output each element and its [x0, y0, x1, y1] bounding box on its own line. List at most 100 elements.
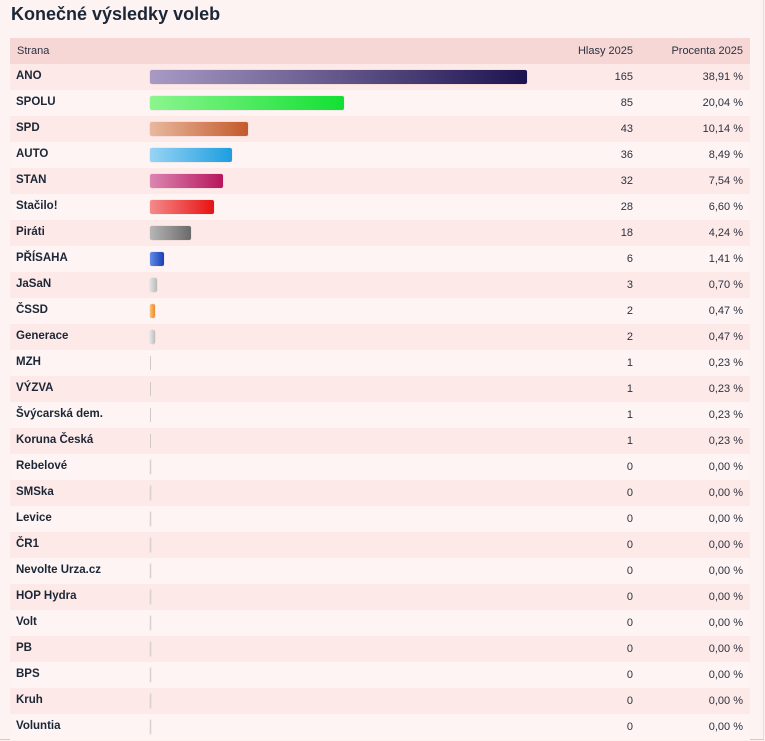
party-name: SPD: [16, 122, 40, 134]
vote-bar: [150, 590, 151, 604]
bar-track: [150, 564, 550, 578]
party-name: Piráti: [16, 226, 45, 238]
vote-percent: 0,23 %: [708, 409, 743, 421]
table-row: PB 0 0,00 %: [10, 636, 750, 662]
vote-percent: 0,23 %: [708, 357, 743, 369]
vote-bar: [150, 174, 223, 188]
table-row: Generace 2 0,47 %: [10, 324, 750, 350]
party-name: Koruna Česká: [16, 434, 94, 446]
column-header-votes: Hlasy 2025: [577, 45, 633, 57]
vote-count: 28: [620, 201, 633, 213]
bar-track: [150, 148, 550, 162]
bar-track: [150, 616, 550, 630]
vote-bar: [150, 96, 344, 110]
bar-track: [150, 304, 550, 318]
table-row: Stačilo! 28 6,60 %: [10, 194, 750, 220]
bar-track: [150, 642, 550, 656]
bar-track: [150, 200, 550, 214]
party-name: Kruh: [16, 694, 43, 706]
vote-percent: 1,41 %: [708, 253, 743, 265]
table-row: Švýcarská dem. 1 0,23 %: [10, 402, 750, 428]
vote-percent: 20,04 %: [702, 97, 743, 109]
vote-bar: [150, 304, 155, 318]
party-name: HOP Hydra: [16, 590, 77, 602]
table-row: Koruna Česká 1 0,23 %: [10, 428, 750, 454]
vote-bar: [150, 330, 155, 344]
bar-track: [150, 434, 550, 448]
party-name: BPS: [16, 668, 40, 680]
party-name: JaSaN: [16, 278, 52, 290]
bar-track: [150, 252, 550, 266]
table-row: Voluntia 0 0,00 %: [10, 714, 750, 740]
vote-count: 2: [626, 331, 633, 343]
vote-bar: [150, 278, 157, 292]
vote-count: 0: [626, 513, 633, 525]
vote-bar: [150, 408, 151, 422]
table-row: BPS 0 0,00 %: [10, 662, 750, 688]
table-row: HOP Hydra 0 0,00 %: [10, 584, 750, 610]
vote-percent: 6,60 %: [708, 201, 743, 213]
bar-track: [150, 590, 550, 604]
party-name: ČSSD: [16, 304, 48, 316]
table-header: Strana Hlasy 2025 Procenta 2025: [10, 38, 750, 64]
vote-percent: 0,00 %: [708, 539, 743, 551]
party-name: PB: [16, 642, 32, 654]
table-row: SPD 43 10,14 %: [10, 116, 750, 142]
vote-bar: [150, 148, 232, 162]
party-name: PŘÍSAHA: [16, 252, 68, 264]
vote-count: 0: [626, 565, 633, 577]
party-name: Voluntia: [16, 720, 61, 732]
bar-track: [150, 122, 550, 136]
vote-percent: 0,70 %: [708, 279, 743, 291]
party-name: Generace: [16, 330, 69, 342]
vote-count: 0: [626, 643, 633, 655]
table-row: ČR1 0 0,00 %: [10, 532, 750, 558]
table-row: ANO 165 38,91 %: [10, 64, 750, 90]
vote-percent: 0,00 %: [708, 591, 743, 603]
vote-bar: [150, 460, 151, 474]
bar-track: [150, 512, 550, 526]
vote-bar: [150, 486, 151, 500]
table-row: Volt 0 0,00 %: [10, 610, 750, 636]
vote-count: 85: [620, 97, 633, 109]
bar-track: [150, 278, 550, 292]
bar-track: [150, 668, 550, 682]
vote-percent: 8,49 %: [708, 149, 743, 161]
vote-bar: [150, 512, 151, 526]
vote-percent: 0,00 %: [708, 721, 743, 733]
table-row: SPOLU 85 20,04 %: [10, 90, 750, 116]
party-name: VÝZVA: [16, 382, 54, 394]
vote-count: 1: [626, 435, 633, 447]
vote-percent: 0,00 %: [708, 513, 743, 525]
vote-percent: 0,00 %: [708, 487, 743, 499]
bar-track: [150, 486, 550, 500]
bar-track: [150, 70, 550, 84]
table-row: Piráti 18 4,24 %: [10, 220, 750, 246]
vote-bar: [150, 434, 151, 448]
vote-percent: 0,00 %: [708, 617, 743, 629]
party-name: Levice: [16, 512, 52, 524]
vote-count: 3: [626, 279, 633, 291]
bar-track: [150, 330, 550, 344]
party-name: STAN: [16, 174, 47, 186]
vote-count: 0: [626, 721, 633, 733]
bar-track: [150, 356, 550, 370]
vote-count: 0: [626, 487, 633, 499]
party-name: AUTO: [16, 148, 49, 160]
bar-track: [150, 382, 550, 396]
vote-percent: 0,00 %: [708, 565, 743, 577]
party-name: Stačilo!: [16, 200, 58, 212]
vote-percent: 0,23 %: [708, 383, 743, 395]
vote-bar: [150, 616, 151, 630]
table-row: VÝZVA 1 0,23 %: [10, 376, 750, 402]
bar-track: [150, 460, 550, 474]
bar-track: [150, 538, 550, 552]
results-table-body: ANO 165 38,91 % SPOLU 85 20,04 % SPD 43 10,14 % A…: [10, 64, 750, 740]
vote-count: 165: [614, 71, 633, 83]
vote-count: 32: [620, 175, 633, 187]
party-name: SMSka: [16, 486, 54, 498]
party-name: Nevolte Urza.cz: [16, 564, 102, 576]
table-row: STAN 32 7,54 %: [10, 168, 750, 194]
table-row: Kruh 0 0,00 %: [10, 688, 750, 714]
vote-percent: 0,00 %: [708, 695, 743, 707]
